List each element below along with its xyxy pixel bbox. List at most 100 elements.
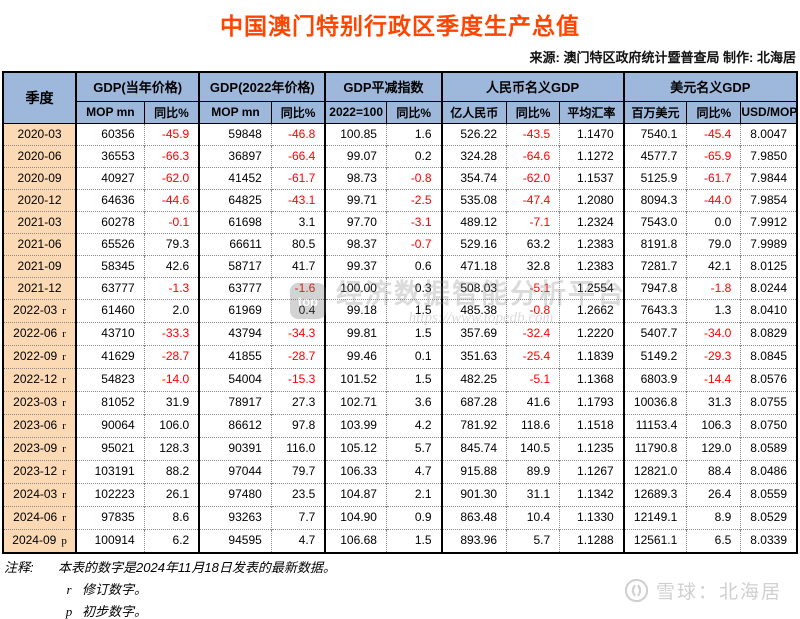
note-text-r: 修订数字。 <box>82 581 148 597</box>
value-cell: 41452 <box>199 166 272 189</box>
value-cell: 6.5 <box>686 528 742 553</box>
value-cell: -3.1 <box>386 210 443 233</box>
value-cell: 58345 <box>76 254 145 277</box>
value-cell: -47.4 <box>506 188 561 211</box>
value-cell: 26.4 <box>686 482 742 506</box>
value-cell: 6.2 <box>144 528 201 553</box>
table-row: 2023-12 r 103191 88.2 97044 79.7 106.33 4.7 915.… <box>3 459 797 483</box>
value-cell: -45.9 <box>144 123 201 145</box>
value-cell: 97835 <box>76 505 145 529</box>
value-cell: 1.5 <box>386 367 443 391</box>
subheader-deflator-yoy: 同比% <box>385 100 443 124</box>
value-cell: -28.7 <box>144 344 201 368</box>
table-row: 2024-09 p 100914 6.2 94595 4.7 106.68 1.5 893.96… <box>3 528 797 553</box>
value-cell: 99.18 <box>325 298 387 322</box>
value-cell: 5125.9 <box>623 166 688 189</box>
value-cell: 60278 <box>76 210 145 233</box>
value-cell: 4.2 <box>386 413 443 437</box>
value-cell: 1.1537 <box>559 166 625 189</box>
value-cell: 100.85 <box>325 123 387 145</box>
value-cell: 36897 <box>199 144 272 167</box>
value-cell: -34.0 <box>686 321 742 345</box>
value-cell: -0.1 <box>144 210 201 233</box>
column-group-usd-gdp: 美元名义GDP <box>623 71 798 102</box>
value-cell: 8.0559 <box>740 482 797 506</box>
value-cell: 7947.8 <box>623 276 688 299</box>
value-cell: 88.4 <box>686 459 742 483</box>
value-cell: 529.16 <box>441 232 508 255</box>
value-cell: 8.6 <box>144 505 201 529</box>
value-cell: 42.6 <box>144 254 201 277</box>
quarter-cell: 2023-03 r <box>3 390 78 414</box>
value-cell: 324.28 <box>441 144 508 167</box>
value-cell: 1.1470 <box>559 123 625 145</box>
value-cell: 61698 <box>199 210 272 233</box>
value-cell: 0.9 <box>386 505 443 529</box>
value-cell: 489.12 <box>441 210 508 233</box>
value-cell: -62.0 <box>506 166 561 189</box>
value-cell: 100914 <box>76 528 145 553</box>
value-cell: 7543.0 <box>623 210 688 233</box>
value-cell: 5407.7 <box>623 321 688 345</box>
value-cell: 1.1518 <box>559 413 625 437</box>
value-cell: 8.0576 <box>740 367 797 391</box>
value-cell: 915.88 <box>441 459 508 483</box>
value-cell: -43.5 <box>506 123 561 145</box>
quarter-suffix: r <box>62 511 66 524</box>
value-cell: 99.07 <box>325 144 387 167</box>
value-cell: 102.71 <box>325 390 387 414</box>
quarter-cell: 2022-03 r <box>3 298 78 322</box>
value-cell: -62.0 <box>144 166 201 189</box>
value-cell: -14.4 <box>686 367 742 391</box>
value-cell: -33.3 <box>144 321 201 345</box>
value-cell: 61460 <box>76 298 145 322</box>
table-row: 2023-06 r 90064 106.0 86612 97.8 103.99 4.2 781.… <box>3 413 797 437</box>
value-cell: 1.2554 <box>559 276 625 299</box>
column-group-deflator: GDP平减指数 <box>324 71 443 102</box>
quarter-suffix: r <box>62 350 66 363</box>
value-cell: 8.0486 <box>740 459 797 483</box>
value-cell: 26.1 <box>144 482 201 506</box>
value-cell: -5.1 <box>506 276 561 299</box>
value-cell: 8.0529 <box>740 505 797 529</box>
value-cell: 8.0339 <box>740 528 797 553</box>
value-cell: 5149.2 <box>623 344 688 368</box>
value-cell: 482.25 <box>441 367 508 391</box>
value-cell: -66.4 <box>271 144 327 167</box>
value-cell: 31.1 <box>506 482 561 506</box>
value-cell: 7.9850 <box>740 144 797 167</box>
value-cell: 94595 <box>199 528 272 553</box>
value-cell: 1.1839 <box>559 344 625 368</box>
value-cell: 90064 <box>76 413 145 437</box>
value-cell: 41855 <box>199 344 272 368</box>
value-cell: 1.5 <box>386 298 443 322</box>
value-cell: -1.6 <box>271 276 327 299</box>
value-cell: 63.2 <box>506 232 561 255</box>
value-cell: 7540.1 <box>623 123 688 145</box>
value-cell: 1.1368 <box>559 367 625 391</box>
value-cell: 31.9 <box>144 390 201 414</box>
quarter-cell: 2024-03 r <box>3 482 78 506</box>
corner-watermark: 雪球：北海居 <box>624 577 782 604</box>
value-cell: 7643.3 <box>623 298 688 322</box>
value-cell: 357.69 <box>441 321 508 345</box>
value-cell: 99.37 <box>325 254 387 277</box>
value-cell: 116.0 <box>271 436 327 460</box>
value-cell: 1.5 <box>386 528 443 553</box>
subheader-mop-mn-current: MOP mn <box>75 100 145 124</box>
value-cell: 8.0829 <box>740 321 797 345</box>
value-cell: -65.9 <box>686 144 742 167</box>
value-cell: 61969 <box>199 298 272 322</box>
subheader-rmb-100mn: 亿人民币 <box>440 100 508 124</box>
value-cell: -25.4 <box>506 344 561 368</box>
value-cell: 8.0125 <box>740 254 797 277</box>
quarter-suffix: r <box>62 327 66 340</box>
value-cell: 97044 <box>199 459 272 483</box>
value-cell: -29.3 <box>686 344 742 368</box>
value-cell: 11790.8 <box>623 436 688 460</box>
value-cell: 80.5 <box>271 232 327 255</box>
value-cell: 106.68 <box>325 528 387 553</box>
value-cell: 1.1288 <box>559 528 625 553</box>
quarter-cell: 2023-12 r <box>3 459 78 483</box>
value-cell: 40927 <box>76 166 145 189</box>
